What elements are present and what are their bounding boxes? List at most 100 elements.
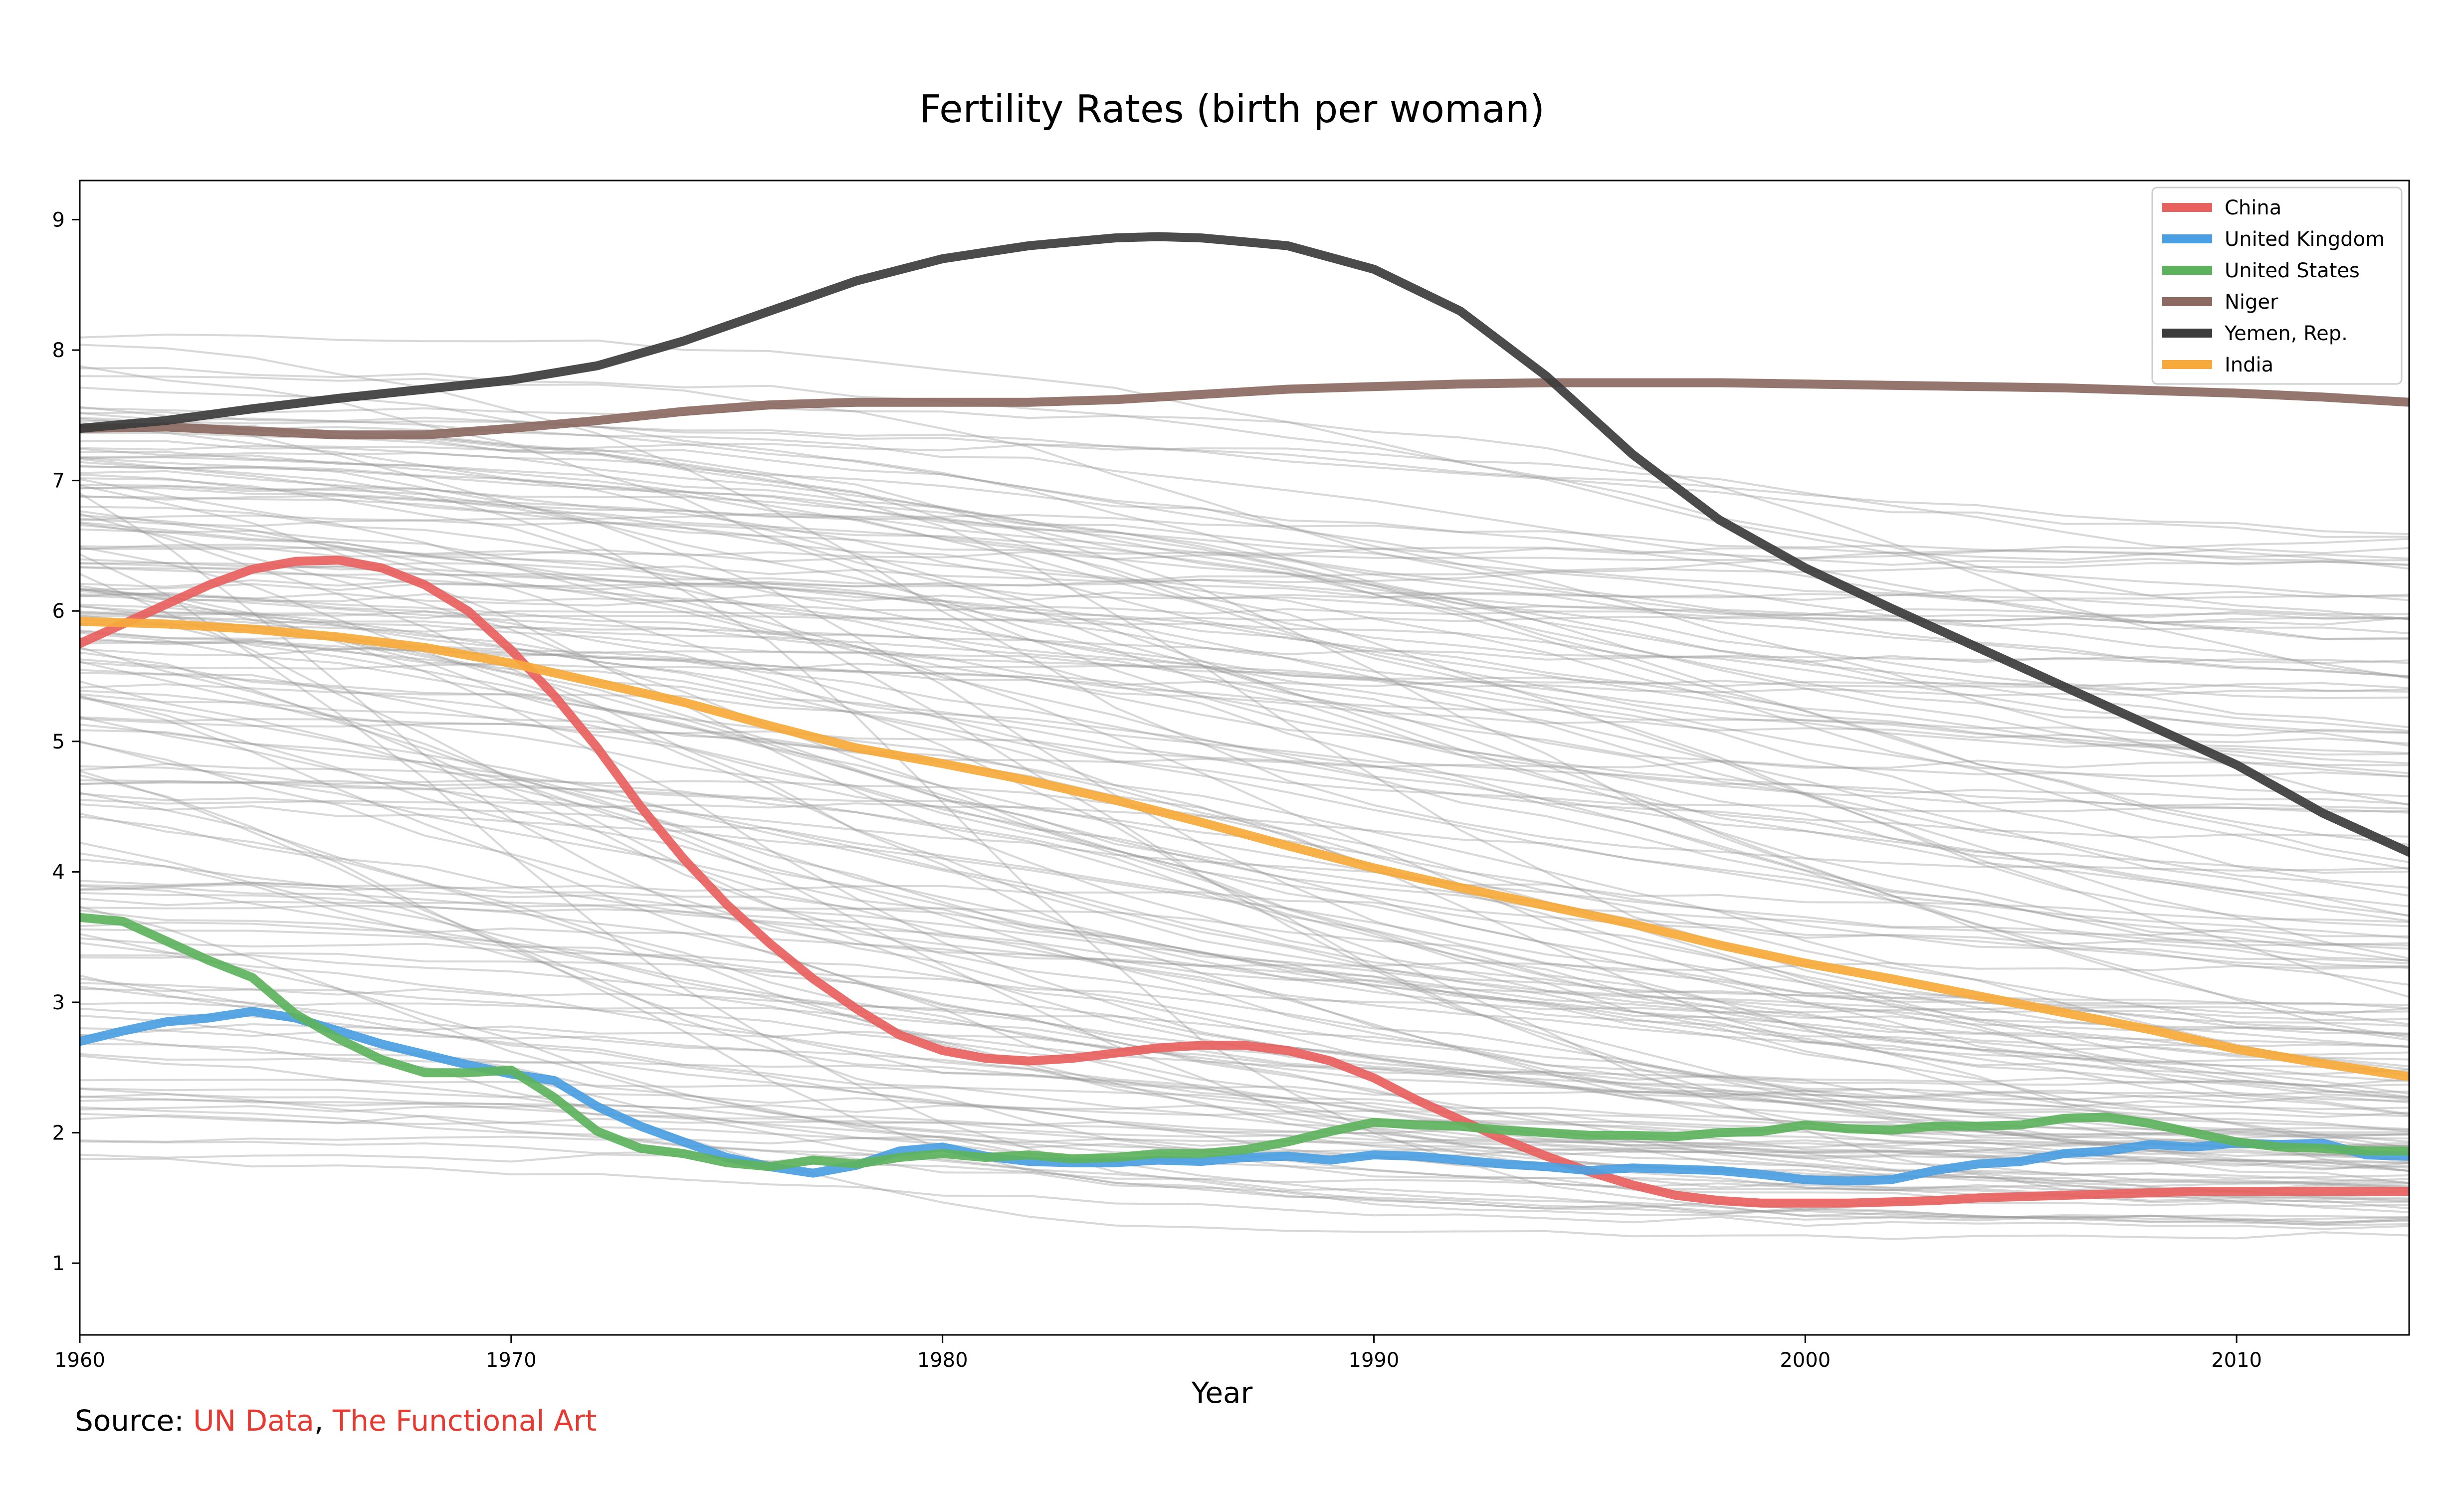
country-line [80,672,2409,1095]
country-line [80,1034,2409,1240]
country-line [80,799,2409,969]
country-line [80,604,2409,1006]
y-tick-label: 6 [52,600,65,623]
country-line [80,558,2409,778]
legend: China United Kingdom United States Niger Yem… [2151,186,2403,385]
country-line [80,618,2409,947]
country-line [80,562,2409,620]
country-line [80,478,2409,874]
country-line [80,661,2409,1048]
x-axis: 1960 1970 1980 1990 2000 2010 [54,1335,2262,1372]
country-line [80,477,2409,1131]
series-line-1 [80,1007,2409,1186]
country-line [80,792,2409,1099]
country-line [80,432,2409,986]
country-line [80,344,2409,872]
plot-frame [79,180,2410,1336]
country-line [80,716,2409,1035]
country-line [80,1093,2409,1149]
x-tick-label: 2010 [2211,1349,2262,1372]
country-line [80,610,2409,839]
legend-frame [2151,186,2403,385]
country-line [80,589,2409,602]
country-line [80,623,2409,1025]
country-line [80,898,2409,1172]
country-line [80,1023,2409,1172]
country-line [80,680,2409,1153]
x-tick-label: 1970 [486,1349,537,1372]
legend-label: China [2225,196,2281,219]
country-line [80,418,2409,562]
country-line [80,1055,2409,1193]
legend-label: Yemen, Rep. [2224,322,2348,345]
country-line [80,513,2409,1136]
country-line [80,514,2409,814]
country-line [80,406,2409,556]
y-tick-label: 7 [52,470,65,493]
country-line [80,407,2409,678]
country-line [80,465,2409,561]
y-tick-label: 5 [52,731,65,753]
country-line [80,661,2409,928]
country-line [80,1135,2409,1164]
y-tick-label: 9 [52,208,65,231]
legend-label: India [2225,354,2273,376]
country-line [80,982,2409,1196]
country-line [80,470,2409,797]
country-line [80,646,2409,1056]
x-axis-label: Year [1191,1376,1253,1410]
functional-art-link[interactable]: The Functional Art [332,1404,597,1438]
country-line [80,588,2409,1088]
un-data-link[interactable]: UN Data [193,1404,314,1438]
country-line [80,880,2409,1152]
source-prefix: Source: [75,1404,194,1438]
country-line [80,852,2409,1087]
country-line [80,538,2409,588]
country-line [80,448,2409,664]
country-line [80,1029,2409,1187]
country-line [80,443,2409,570]
country-line [80,718,2409,917]
series-line-5 [80,617,2409,1082]
chart-title: Fertility Rates (birth per woman) [919,87,1545,132]
country-line [80,424,2409,962]
country-line [80,492,2409,971]
country-line [80,740,2409,1035]
country-line [80,690,2409,964]
country-line [80,1157,2409,1230]
country-line [80,451,2409,998]
x-tick-label: 1960 [54,1349,105,1372]
country-line [80,484,2409,778]
series-line-4 [80,232,2409,857]
country-line [80,906,2409,1149]
y-tick-label: 8 [52,339,65,362]
country-line [80,1140,2409,1192]
country-line [80,815,2409,1180]
country-line [80,593,2409,1156]
country-line [80,630,2409,805]
source-separator: , [314,1404,333,1438]
country-line [80,334,2409,601]
plot-area [80,232,2409,1240]
legend-label: United States [2225,259,2360,282]
country-line [80,683,2409,1039]
country-line [80,566,2409,764]
country-line [80,1114,2409,1172]
y-tick-label: 1 [52,1252,65,1275]
country-line [80,528,2409,1098]
country-line [80,560,2409,591]
country-line [80,562,2409,601]
country-line [80,587,2409,691]
country-line [80,440,2409,732]
country-line [80,367,2409,620]
country-line [80,603,2409,693]
country-line [80,1079,2409,1184]
country-line [80,954,2409,1203]
series-line-0 [80,556,2409,1208]
country-line [80,553,2409,1223]
country-line [80,842,2409,1102]
y-tick-label: 3 [52,991,65,1014]
country-line [80,546,2409,769]
y-tick-label: 4 [52,861,65,884]
